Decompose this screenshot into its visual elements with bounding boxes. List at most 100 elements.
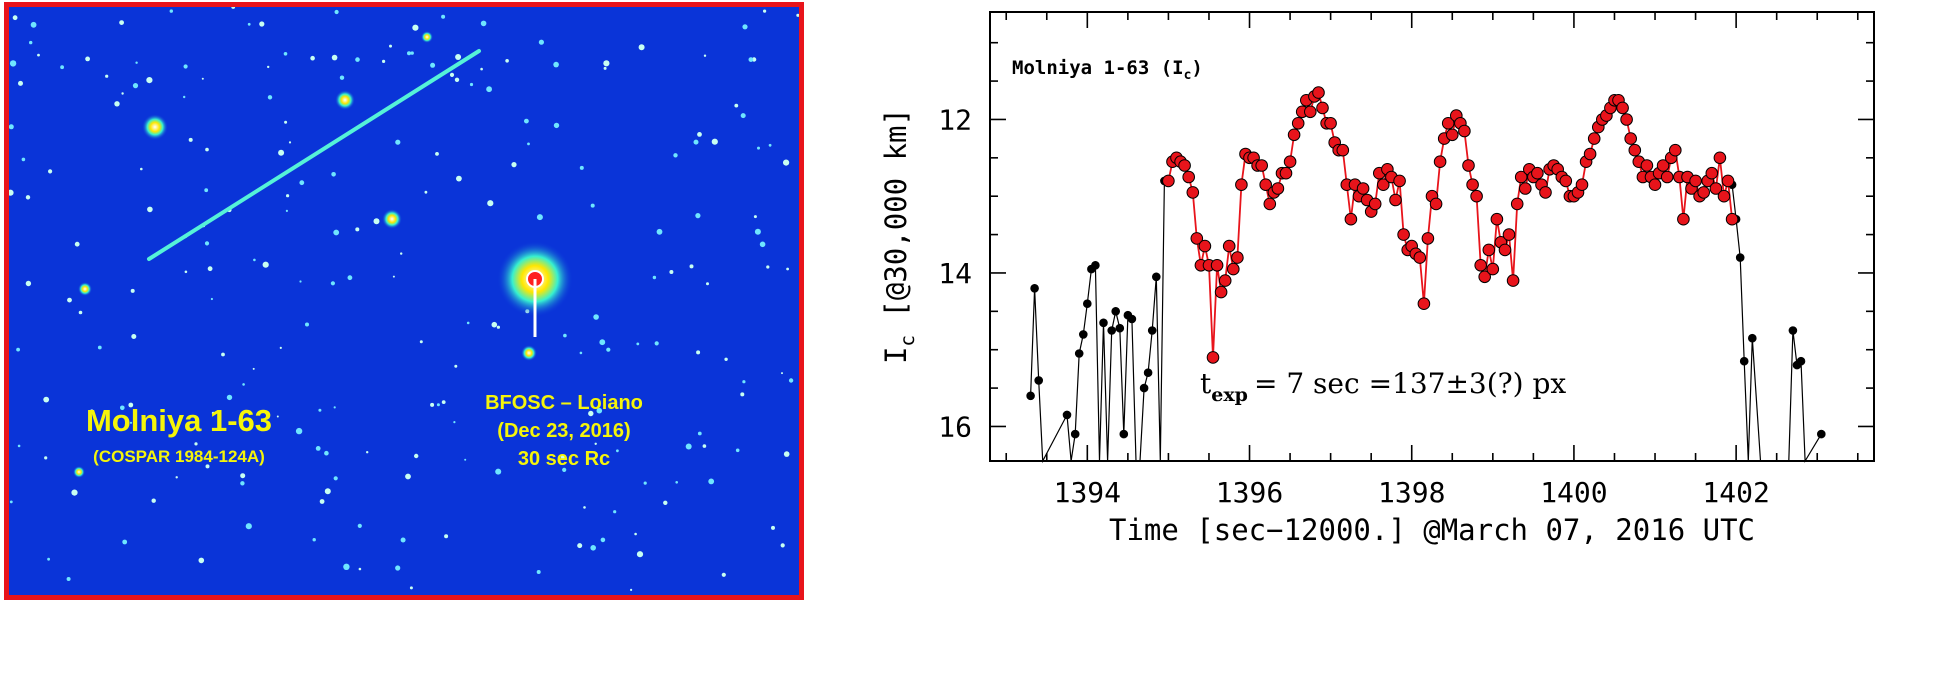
star <box>588 410 594 417</box>
star <box>454 77 460 83</box>
data-point <box>1107 326 1117 335</box>
star <box>788 378 794 383</box>
star <box>702 444 707 448</box>
star-field <box>9 7 799 592</box>
chart-title: Molniya 1-63 (Ic) <box>1012 57 1203 83</box>
data-point <box>1356 182 1370 195</box>
data-point <box>1628 143 1642 157</box>
star <box>29 40 33 45</box>
star <box>204 188 209 193</box>
star <box>740 113 746 119</box>
star <box>122 539 128 545</box>
bright-star <box>78 282 92 296</box>
star <box>276 415 279 418</box>
cospar-label: (COSPAR 1984-124A) <box>93 447 265 466</box>
star <box>579 351 583 355</box>
star <box>562 467 567 472</box>
star <box>331 54 338 61</box>
star <box>505 59 509 63</box>
data-point <box>1178 159 1191 172</box>
data-point <box>1575 178 1589 191</box>
date-label: (Dec 23, 2016) <box>497 420 631 442</box>
data-point <box>1417 297 1431 311</box>
data-point <box>1263 197 1277 211</box>
star <box>71 489 78 496</box>
data-point <box>1393 174 1406 188</box>
star <box>226 394 233 401</box>
data-point <box>1413 251 1427 264</box>
star <box>312 538 316 542</box>
data-point <box>1677 212 1690 226</box>
star <box>630 588 633 592</box>
data-point <box>1788 326 1798 335</box>
data-point <box>1324 117 1337 130</box>
star <box>343 563 350 570</box>
star <box>638 44 645 51</box>
star <box>305 322 309 327</box>
star <box>355 57 360 62</box>
star <box>487 200 494 207</box>
star <box>697 431 702 436</box>
star <box>147 206 153 213</box>
star <box>643 481 647 485</box>
star <box>783 159 790 166</box>
data-point <box>1127 314 1137 324</box>
data-point <box>1462 159 1475 172</box>
bright-star <box>421 31 433 43</box>
data-point <box>1162 174 1175 188</box>
star <box>721 572 726 577</box>
star <box>634 532 637 536</box>
data-point <box>1099 318 1108 328</box>
data-point <box>1119 429 1129 439</box>
star <box>9 60 17 67</box>
star <box>563 333 567 338</box>
data-point <box>1490 212 1504 226</box>
star <box>357 523 362 529</box>
star <box>706 282 709 286</box>
star <box>703 54 707 57</box>
star <box>114 101 120 107</box>
star <box>435 152 439 156</box>
star <box>135 61 138 64</box>
star <box>486 86 492 93</box>
star <box>267 95 273 100</box>
star <box>18 80 23 86</box>
star <box>711 138 718 145</box>
data-point <box>1190 232 1204 245</box>
star <box>781 372 783 375</box>
star <box>299 180 305 186</box>
star <box>85 56 90 62</box>
star <box>333 229 340 236</box>
star <box>240 481 245 486</box>
data-point <box>1377 178 1390 191</box>
star <box>480 67 483 71</box>
star <box>780 543 785 548</box>
star <box>295 427 303 435</box>
satellite-trail <box>147 49 481 261</box>
data-point <box>1446 128 1459 142</box>
star <box>245 523 252 530</box>
data-point <box>1210 259 1224 272</box>
data-point <box>1143 368 1153 378</box>
star <box>414 453 419 459</box>
star <box>44 456 48 460</box>
data-point <box>1656 159 1670 172</box>
star <box>590 545 596 551</box>
data-point <box>1531 166 1544 180</box>
data-point <box>1583 147 1597 161</box>
star <box>119 20 124 25</box>
star <box>324 488 331 495</box>
star <box>754 228 761 235</box>
star <box>449 72 455 77</box>
star <box>128 402 134 408</box>
star <box>310 55 315 61</box>
data-point <box>1689 174 1702 188</box>
star <box>389 44 392 48</box>
star <box>358 567 362 571</box>
star <box>12 15 18 21</box>
star <box>400 252 403 255</box>
data-point <box>1660 170 1674 184</box>
star <box>708 478 715 485</box>
data-point <box>1030 283 1039 293</box>
star <box>207 266 213 272</box>
